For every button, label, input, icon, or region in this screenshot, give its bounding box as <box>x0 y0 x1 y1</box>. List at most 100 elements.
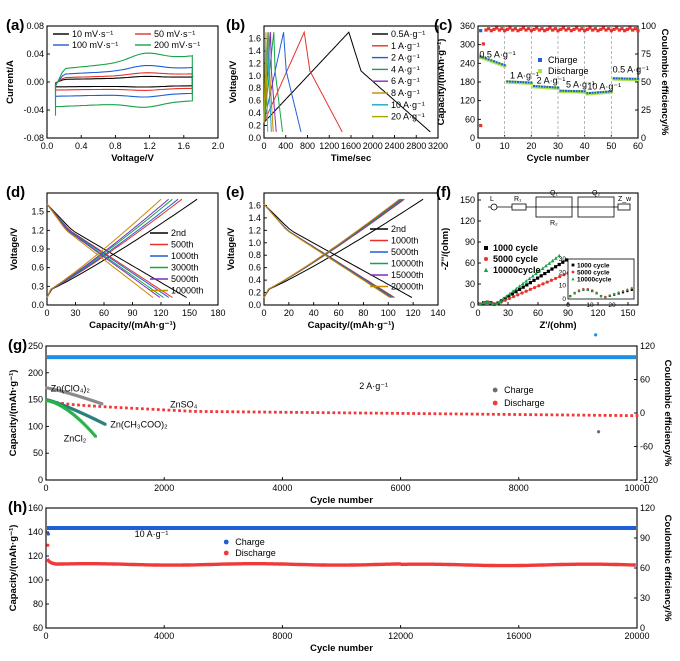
circuit-label: Q₁ <box>550 190 558 197</box>
x-tick-label: 150 <box>182 308 197 318</box>
ce-point <box>484 28 488 32</box>
legend-label: 20 A·g⁻¹ <box>391 112 425 122</box>
legend-label: 10 mV·s⁻¹ <box>72 29 113 39</box>
capacity-point <box>263 410 267 414</box>
capacity-point <box>619 414 623 417</box>
capacity-point <box>103 405 107 409</box>
capacity-point <box>311 411 314 414</box>
legend-marker <box>223 550 229 556</box>
ce-point <box>607 27 611 31</box>
ce-band <box>47 526 636 530</box>
ce-point <box>599 27 603 31</box>
charge-point <box>573 90 575 93</box>
x-tick-label: 0 <box>261 308 266 318</box>
rc-block <box>535 196 573 218</box>
ce-point <box>479 123 483 128</box>
charge-curve <box>46 198 169 298</box>
capacity-point <box>449 412 453 416</box>
y2-tick-label: 90 <box>640 533 650 543</box>
x-tick-label: 0 <box>261 141 266 151</box>
y-axis-label: Capacity/(mAh·g⁻¹) <box>8 370 19 457</box>
y-axis-label: Current/A <box>5 60 16 104</box>
ce-point <box>567 27 571 31</box>
legend-marker <box>223 539 229 545</box>
y-tick-label: 1.2 <box>31 225 44 235</box>
charge-point <box>631 77 634 80</box>
x-tick-label: 2400 <box>384 141 404 151</box>
capacity-point <box>162 408 166 412</box>
capacity-point <box>454 412 458 416</box>
capacity-point <box>146 407 150 411</box>
ce-point <box>537 28 541 32</box>
legend-label: Charge <box>548 55 578 65</box>
legend-label: 3000th <box>171 263 199 273</box>
eis-point <box>590 289 594 293</box>
y-tick-label: -0.04 <box>23 105 44 115</box>
x-tick-label: 0.8 <box>109 141 122 151</box>
eis-point <box>626 288 629 291</box>
y-axis-label: Voltage/V <box>228 60 239 103</box>
charge-point <box>621 77 623 80</box>
x-tick-label: 40 <box>580 141 590 151</box>
eis-point <box>608 294 612 297</box>
y2-tick-label: 0 <box>640 408 645 418</box>
ce-point <box>585 27 589 31</box>
capacity-point <box>545 413 548 417</box>
y-tick-label: 1.0 <box>248 238 261 248</box>
y-tick-label: 1.6 <box>248 200 261 210</box>
ce-point <box>529 29 533 33</box>
x-tick-label: 150 <box>620 308 635 318</box>
capacity-point <box>609 414 612 417</box>
cv-curve <box>54 52 194 116</box>
ce-point <box>532 27 536 31</box>
capacity-point <box>268 410 272 414</box>
legend-label: 0.5A·g⁻¹ <box>391 29 425 39</box>
capacity-point <box>577 413 580 417</box>
ce-point <box>497 28 501 32</box>
capacity-point <box>87 404 91 408</box>
ce-outlier <box>594 333 598 337</box>
charge-point <box>517 80 519 83</box>
y2-tick-label: -120 <box>640 475 658 485</box>
ce-point <box>508 26 512 30</box>
legend-label: 2 A·g⁻¹ <box>391 53 420 63</box>
capacity-point <box>124 406 128 410</box>
eis-point <box>617 291 620 294</box>
y-axis-label: Capacity/(mAh·g⁻¹) <box>436 39 447 126</box>
capacity-point <box>630 414 634 418</box>
capacity-point <box>316 411 320 414</box>
circuit-label: R₂ <box>550 220 558 227</box>
inductor-symbol <box>490 203 498 211</box>
eis-point <box>484 257 488 261</box>
capacity-point <box>635 414 639 418</box>
ce-point <box>481 42 485 46</box>
capacity-point <box>284 410 288 414</box>
x-axis-label: Time/sec <box>331 153 372 164</box>
y-tick-label: 0.0 <box>248 133 261 143</box>
legend-marker <box>492 387 498 393</box>
capacity-point <box>236 410 240 414</box>
circuit-label: Q₂ <box>592 190 600 197</box>
y2-tick-label: 75 <box>641 49 651 59</box>
x-tick-label: 2.0 <box>212 141 225 151</box>
legend-label: Charge <box>504 385 534 395</box>
capacity-point <box>614 414 618 417</box>
x-tick-label: 20 <box>284 308 294 318</box>
discharge-trace <box>45 558 636 568</box>
ce-point <box>503 29 507 33</box>
x-tick-label: 80 <box>358 308 368 318</box>
charge-point <box>549 86 551 89</box>
circuit-label: L <box>490 196 494 203</box>
charge-curve <box>263 198 424 298</box>
rate-annotation: 1 A·g⁻¹ <box>510 70 539 80</box>
ce-point <box>631 28 635 32</box>
eis-point <box>612 292 616 296</box>
plot-frame <box>263 192 439 306</box>
capacity-point <box>502 412 506 416</box>
y-axis-label: Capacity/(mAh·g⁻¹) <box>8 525 19 612</box>
y2-tick-label: 120 <box>640 503 655 513</box>
charge-curve <box>46 198 179 298</box>
x-tick-label: 0 <box>475 141 480 151</box>
capacity-point <box>374 411 378 415</box>
ce-point <box>577 28 581 32</box>
